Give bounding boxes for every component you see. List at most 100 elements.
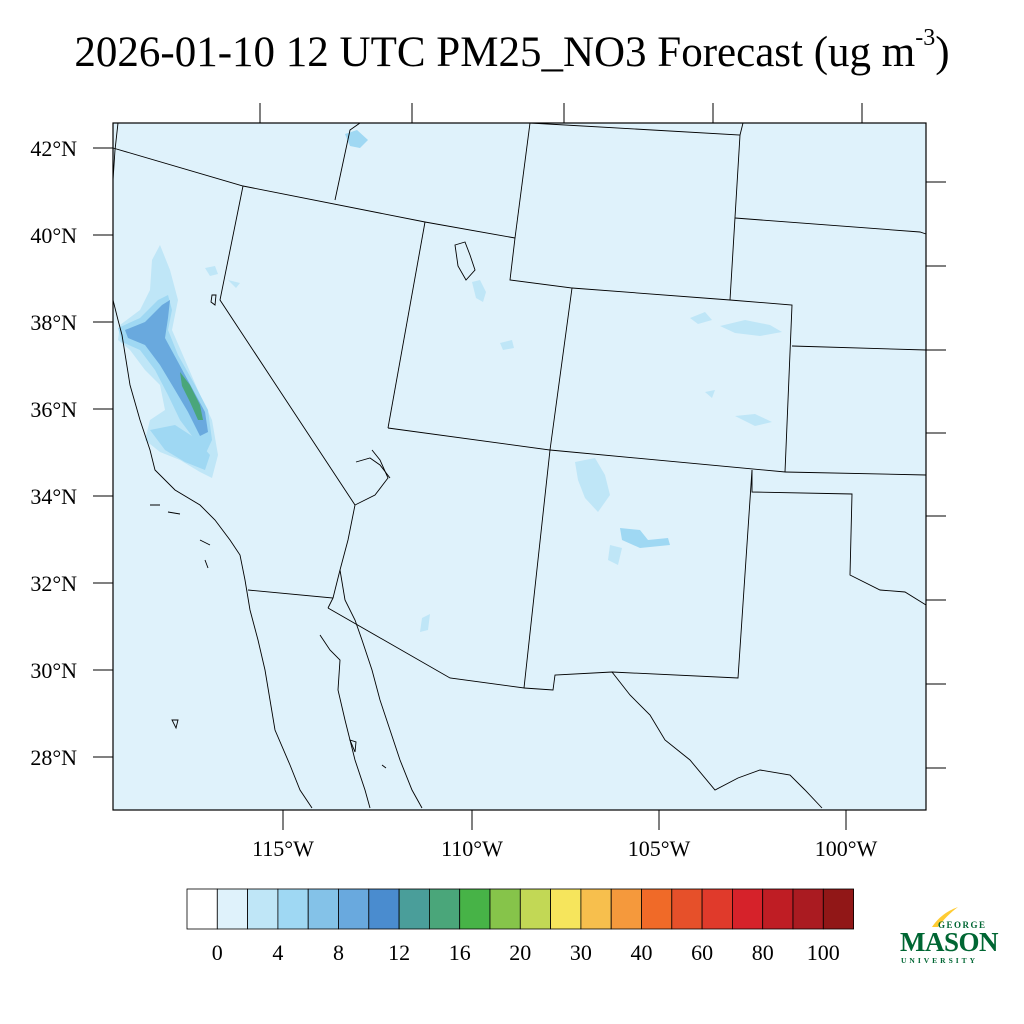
- colorbar-swatch: [519, 888, 551, 930]
- arizona-west-border: [332, 449, 389, 599]
- colorbar-label: 0: [212, 940, 223, 965]
- plume-new-mexico-3: [608, 545, 622, 565]
- oregon-south-border: [112, 147, 516, 239]
- baja-coast-2: [319, 634, 371, 809]
- colorado-border: [549, 287, 793, 473]
- colorbar-label: 80: [752, 940, 774, 965]
- colorbar-swatch: [216, 888, 249, 930]
- plume-colorado-2: [690, 312, 712, 324]
- plume-idaho: [345, 130, 368, 148]
- oklahoma-panhandle: [751, 470, 927, 606]
- colorbar-label: 8: [333, 940, 344, 965]
- idaho-wyoming-border: [334, 122, 361, 201]
- colorbar-swatch: [701, 888, 733, 930]
- figure-title: 2026-01-10 12 UTC PM25_NO3 Forecast (ug …: [0, 24, 1024, 77]
- map-background: [113, 123, 926, 810]
- lat-label: 28°N: [30, 745, 77, 770]
- wyoming-top: [739, 122, 744, 136]
- lon-label: 110°W: [441, 836, 503, 861]
- baja-island: [171, 719, 179, 730]
- right-ticks: [926, 181, 946, 769]
- colorbar-swatch: [762, 888, 794, 930]
- nevada-west-border: [219, 185, 356, 506]
- new-mexico-border: [523, 469, 753, 691]
- colorbar-swatch: [641, 888, 673, 930]
- colorbar-swatch: [822, 888, 854, 930]
- california-coast: [112, 122, 313, 809]
- colorbar-swatch: [489, 888, 521, 930]
- colorbar-swatch: [732, 888, 764, 930]
- plume-colorado-3: [735, 414, 772, 426]
- logo-george: GEORGE: [938, 920, 987, 930]
- lon-label: 100°W: [815, 836, 878, 861]
- lat-label: 38°N: [30, 310, 77, 335]
- colorbar-label: 16: [449, 940, 471, 965]
- colorbar-swatch: [459, 888, 491, 930]
- colorbar-swatch: [307, 888, 339, 930]
- plume-utah: [472, 280, 486, 302]
- logo-mason: MASON: [900, 927, 999, 957]
- colorbar-swatch: [792, 888, 824, 930]
- title-close: ): [935, 29, 950, 76]
- plume-colorado-4: [705, 390, 715, 398]
- plume-colorado: [720, 320, 782, 336]
- plume-new-mexico: [575, 458, 610, 512]
- colorbar-swatch: [338, 888, 370, 930]
- plume-nevada: [205, 266, 218, 276]
- texas-rio-grande: [611, 671, 823, 809]
- lat-label: 36°N: [30, 397, 77, 422]
- plume-nevada-2: [228, 280, 240, 288]
- colorbar-swatch: [428, 888, 461, 930]
- colorbar-swatch: [671, 888, 703, 930]
- plume-arizona: [420, 614, 430, 632]
- mexico-border-1: [247, 589, 334, 609]
- title-superscript: -3: [915, 24, 936, 51]
- colorbar: [186, 888, 854, 930]
- colorbar-label: 20: [509, 940, 531, 965]
- longitude-axis: 115°W 110°W 105°W 100°W: [252, 810, 878, 861]
- utah-east-border: [509, 237, 573, 451]
- lat-label: 34°N: [30, 484, 77, 509]
- colorbar-label: 4: [272, 940, 283, 965]
- logo-swoosh: [932, 907, 958, 927]
- colorbar-swatch: [247, 888, 279, 930]
- colorbar-swatch: [610, 888, 642, 930]
- george-mason-logo: GEORGE MASON UNIVERSITY: [900, 907, 1000, 965]
- map-frame: [112, 122, 927, 811]
- colorbar-labels: 0 4 8 12 16 20 30 40 60 80 100: [212, 940, 840, 965]
- latitude-axis: 42°N 40°N 38°N 36°N 34°N 32°N 30°N 28°N: [30, 136, 113, 770]
- boundary-lines: [112, 122, 927, 809]
- gulf-islands: [349, 739, 387, 769]
- colorbar-swatch: [277, 888, 309, 930]
- utah-border: [387, 221, 426, 429]
- colorbar-swatch: [580, 888, 612, 930]
- colorbar-swatch: [368, 888, 400, 930]
- colorbar-swatch: [398, 888, 430, 930]
- baja-gulf-coast: [339, 569, 423, 809]
- logo-university: UNIVERSITY: [901, 956, 978, 965]
- colorbar-label: 40: [631, 940, 653, 965]
- lat-label: 40°N: [30, 223, 77, 248]
- lon-label: 115°W: [252, 836, 314, 861]
- colorbar-label: 60: [691, 940, 713, 965]
- plume-california-south: [150, 425, 210, 470]
- lat-label: 42°N: [30, 136, 77, 161]
- concentration-plumes: [118, 130, 782, 632]
- lake-mead: [355, 457, 391, 479]
- great-salt-lake: [454, 241, 476, 281]
- lon-label: 105°W: [628, 836, 691, 861]
- lat-label: 32°N: [30, 571, 77, 596]
- colorbar-label: 30: [570, 940, 592, 965]
- kansas-border: [791, 345, 927, 351]
- lake-tahoe: [210, 294, 217, 306]
- colorbar-label: 100: [807, 940, 840, 965]
- idaho-border: [514, 122, 531, 239]
- channel-islands: [150, 504, 211, 569]
- plume-california-peak: [180, 372, 203, 420]
- title-main: 2026-01-10 12 UTC PM25_NO3 Forecast (ug …: [74, 29, 916, 76]
- colorbar-label: 12: [388, 940, 410, 965]
- plume-utah-2: [500, 340, 514, 350]
- plume-california-core: [125, 300, 208, 436]
